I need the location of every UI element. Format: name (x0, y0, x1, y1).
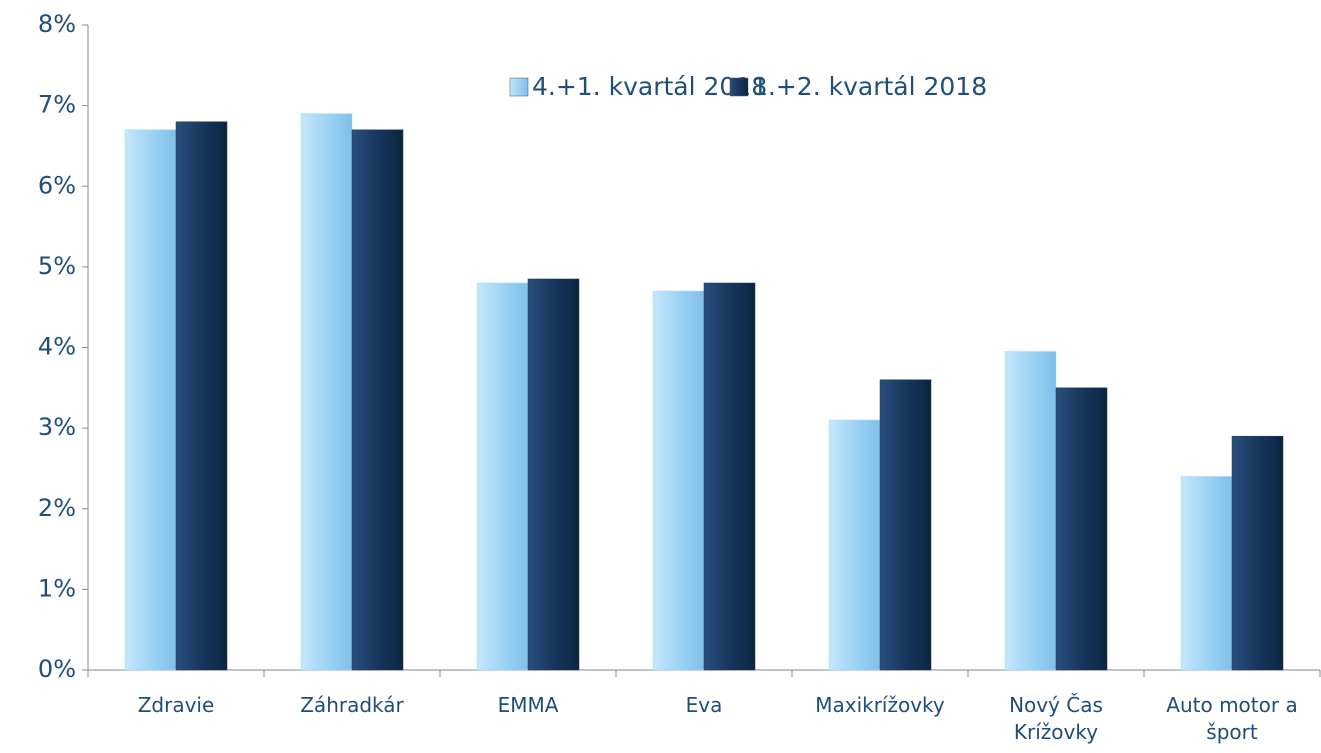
y-tick-label: 5% (38, 252, 76, 280)
y-tick-label: 7% (38, 91, 76, 119)
y-tick-label: 6% (38, 171, 76, 199)
y-tick-label: 0% (38, 655, 76, 683)
bar (652, 290, 705, 671)
x-tick-label: Nový Čas Krížovky (1009, 693, 1103, 744)
bar (527, 278, 580, 671)
bar (351, 129, 404, 671)
bar (1180, 476, 1233, 671)
bar (476, 282, 529, 671)
x-tick-label: Zdravie (137, 693, 215, 717)
y-tick-label: 3% (38, 413, 76, 441)
bar (124, 129, 177, 671)
y-tick-label: 1% (38, 574, 76, 602)
bar (828, 419, 881, 671)
x-tick-label: Eva (685, 693, 723, 717)
legend-swatch (509, 77, 529, 97)
x-tick-label: Auto motor a šport (1166, 693, 1298, 744)
y-tick-label: 4% (38, 333, 76, 361)
bar (300, 113, 353, 671)
bar (1004, 351, 1057, 671)
legend-label: 4.+1. kvartál 2018 (532, 72, 767, 101)
legend-label: 1.+2. kvartál 2018 (752, 72, 987, 101)
x-tick-label: Záhradkár (300, 693, 404, 717)
x-tick-label: Maxikrížovky (815, 693, 945, 717)
bar (175, 121, 228, 671)
legend-swatch (729, 77, 749, 97)
x-tick-label: EMMA (497, 693, 559, 717)
bar (703, 282, 756, 671)
bar (1055, 387, 1108, 671)
y-tick-label: 8% (38, 10, 76, 38)
bar (1231, 435, 1284, 671)
y-tick-label: 2% (38, 494, 76, 522)
bar (879, 379, 932, 671)
